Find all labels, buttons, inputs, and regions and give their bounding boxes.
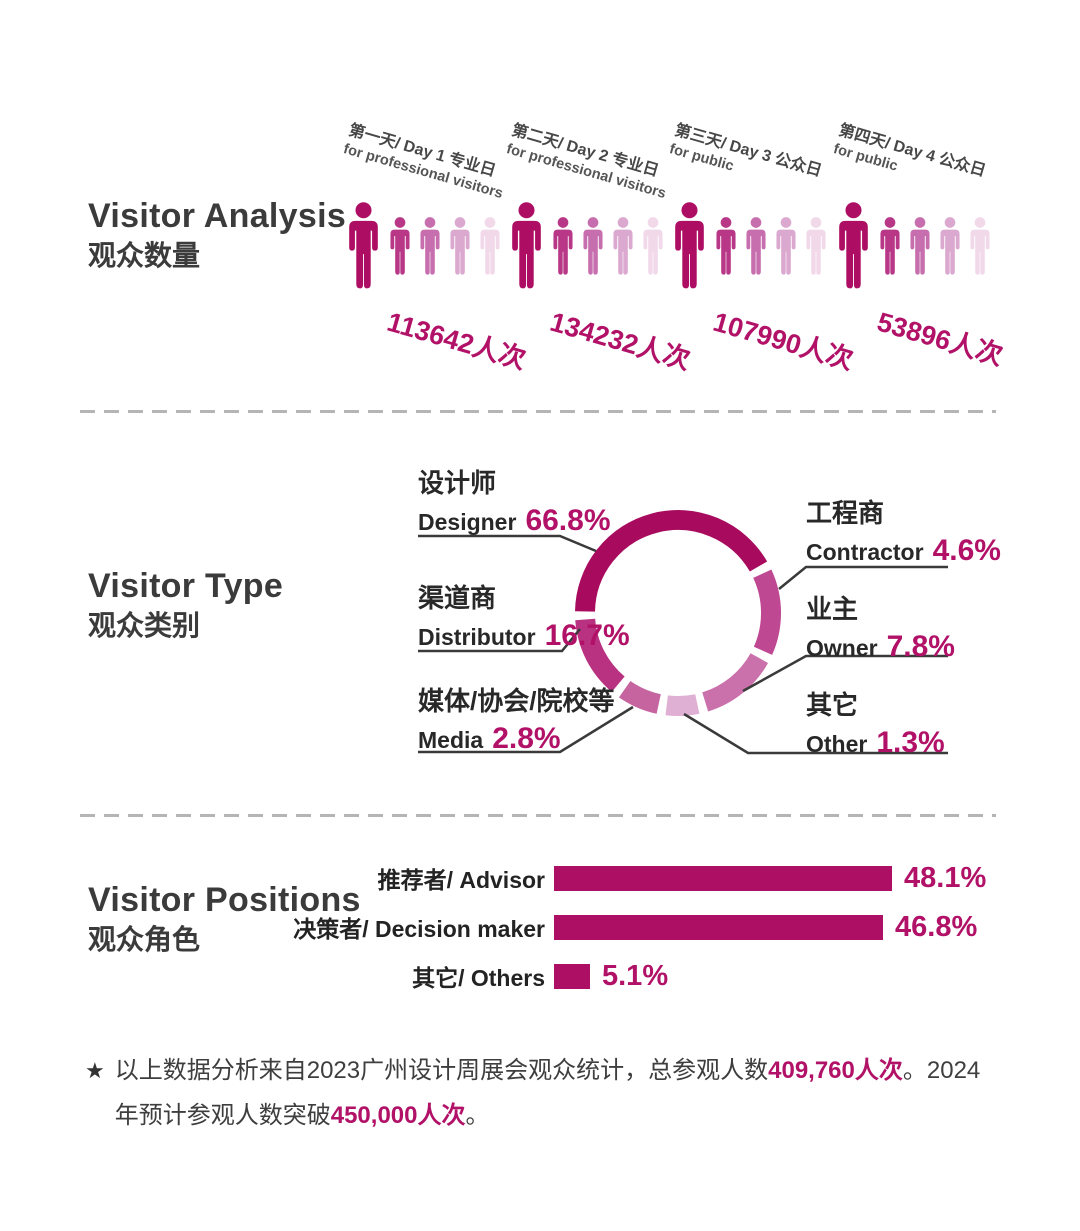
distributor-pct: 16.7% (544, 619, 630, 652)
visitor-type-title-en: Visitor Type (88, 567, 284, 605)
person-icon (583, 217, 603, 275)
day2-person-icons-row (507, 202, 666, 289)
day-group-2: 第二天/ Day 2 专业日 for professional visitors… (504, 112, 694, 382)
person-icon (450, 217, 470, 275)
label-distributor: 渠道商 Distributor 16.7% (418, 583, 630, 652)
star-icon: ★ (85, 1058, 105, 1083)
person-icon (910, 217, 930, 275)
advisor-bar (554, 865, 892, 891)
day3-label: 第三天/ Day 3 公众日 for public (667, 121, 824, 181)
dashed-divider-2 (80, 814, 996, 817)
dashed-divider-1 (80, 410, 996, 413)
person-icon (970, 217, 990, 275)
bar-row-others: 其它/ Others 5.1% (412, 959, 669, 992)
person-icon (553, 217, 573, 275)
day1-person-icons-row (344, 202, 503, 289)
advisor-pct: 48.1% (904, 861, 987, 894)
day2-label: 第二天/ Day 2 专业日 for professional visitors (504, 121, 668, 203)
donut-segment-owner (701, 652, 769, 712)
others-bar (554, 963, 590, 989)
visitor-positions-title-zh: 观众角色 (88, 924, 201, 955)
forecast-visitors-number: 450,000人次 (330, 1102, 466, 1129)
media-pct: 2.8% (492, 722, 561, 755)
day4-person-icons-row (834, 202, 993, 289)
person-icon (776, 217, 796, 275)
label-other: 其它 Other 1.3% (806, 690, 945, 759)
label-designer: 设计师 Designer 66.8% (418, 468, 611, 537)
donut-segment-designer (575, 510, 768, 612)
decision-maker-bar (554, 914, 883, 940)
label-owner: 业主 Owner 7.8% (806, 594, 955, 663)
contractor-callout-line (778, 565, 948, 590)
person-icon (746, 217, 766, 275)
person-icon (390, 217, 410, 275)
day3-person-icons-row (670, 202, 829, 289)
visitor-analysis-title: Visitor Analysis 观众数量 (88, 198, 346, 271)
person-icon (806, 217, 826, 275)
day-group-3: 第三天/ Day 3 公众日 for public 107990人次 (667, 112, 857, 382)
visitor-positions-title-en: Visitor Positions (88, 881, 361, 919)
label-contractor: 工程商 Contractor 4.6% (806, 498, 1001, 567)
donut-segment-media (618, 680, 662, 714)
day4-count: 53896人次 (873, 306, 1007, 372)
others-pct: 5.1% (602, 959, 669, 992)
person-icon (349, 202, 378, 289)
visitor-positions-title: Visitor Positions 观众角色 (88, 882, 361, 955)
visitor-type-title: Visitor Type 观众类别 (88, 568, 283, 641)
person-icon (480, 217, 500, 275)
donut-segment-contractor (753, 569, 782, 655)
label-media: 媒体/协会/院校等 Media 2.8% (418, 686, 615, 755)
bar-row-advisor: 推荐者/ Advisor 48.1% (377, 861, 987, 894)
person-icon (643, 217, 663, 275)
person-icon (880, 217, 900, 275)
bar-row-decision-maker: 决策者/ Decision maker 46.8% (293, 910, 978, 943)
donut-segment-other (665, 694, 700, 716)
person-icon (420, 217, 440, 275)
person-icon (940, 217, 960, 275)
visitor-analysis-title-zh: 观众数量 (88, 240, 201, 271)
day1-label: 第一天/ Day 1 专业日 for professional visitors (341, 121, 505, 203)
day4-label: 第四天/ Day 4 公众日 for public (831, 121, 988, 181)
person-icon (675, 202, 704, 289)
person-icon (839, 202, 868, 289)
other-pct: 1.3% (876, 726, 945, 759)
footnote: ★ 以上数据分析来自2023广州设计周展会观众统计，总参观人数409,760人次… (85, 1048, 997, 1138)
person-icon (613, 217, 633, 275)
designer-callout-line (418, 534, 597, 553)
visitor-analysis-title-en: Visitor Analysis (88, 197, 347, 235)
decision-maker-pct: 46.8% (895, 910, 978, 943)
day-group-4: 第四天/ Day 4 公众日 for public 53896人次 (831, 112, 1007, 382)
owner-pct: 7.8% (886, 630, 955, 663)
footnote-text: 以上数据分析来自2023广州设计周展会观众统计，总参观人数409,760人次。2… (114, 1057, 981, 1129)
person-icon (512, 202, 541, 289)
visitor-type-title-zh: 观众类别 (88, 610, 201, 641)
day-group-1: 第一天/ Day 1 专业日 for professional visitors… (341, 112, 530, 382)
total-visitors-number: 409,760人次 (768, 1057, 903, 1084)
contractor-pct: 4.6% (932, 534, 1001, 567)
person-icon (716, 217, 736, 275)
designer-pct: 66.8% (525, 504, 611, 537)
